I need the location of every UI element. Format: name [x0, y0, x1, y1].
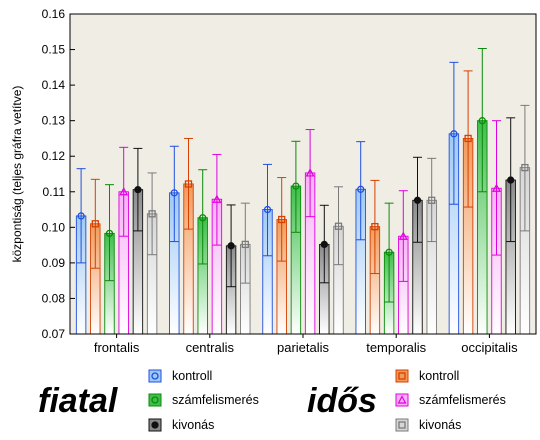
mean-marker: [263, 205, 272, 214]
mean-marker: [371, 222, 379, 231]
legend-item-fiatal-0: kontroll: [148, 369, 212, 383]
legend-swatch: [395, 418, 409, 432]
y-axis: 0.07 0.08 0.09 0.10 0.11 0.12 0.13 0.14 0.15 0.16: [42, 7, 75, 341]
mean-marker: [334, 222, 343, 230]
mean-marker: [464, 134, 472, 143]
mean-marker: [385, 248, 393, 256]
bar-fiatal-0-temporalis: [355, 141, 366, 335]
y-tick-label: 0.12: [42, 149, 66, 163]
mean-marker: [320, 240, 328, 249]
legend-swatch: [148, 369, 162, 383]
y-tick-label: 0.07: [42, 327, 66, 341]
y-tick-label: 0.15: [42, 43, 66, 57]
legend-marker: [151, 421, 159, 429]
bar-idős-1-frontalis: [90, 178, 101, 335]
mean-marker: [357, 185, 365, 193]
mean-marker: [212, 194, 222, 203]
mean-marker: [91, 220, 99, 228]
legend-item-idős-5: kivonás: [395, 418, 461, 432]
mean-marker: [521, 163, 529, 172]
legend-item-idős-3: számfelismerés: [395, 393, 506, 407]
y-tick-label: 0.14: [42, 78, 66, 92]
mean-marker: [507, 176, 515, 184]
legend-marker: [151, 372, 159, 380]
mean-marker: [148, 210, 156, 218]
y-tick-label: 0.08: [42, 291, 66, 305]
legend-label: kivonás: [419, 418, 461, 432]
group-label-idos: idős: [307, 382, 377, 420]
y-tick-label: 0.16: [42, 7, 66, 21]
mean-marker: [170, 189, 178, 197]
legend-item-fiatal-4: kivonás: [148, 418, 214, 432]
mean-marker: [77, 212, 85, 220]
legend-item-idős-1: kontroll: [395, 369, 459, 383]
mean-marker: [292, 182, 300, 190]
group-label-fiatal: fiatal: [38, 382, 119, 420]
y-tick-label: 0.09: [42, 256, 66, 270]
mean-marker: [199, 214, 207, 222]
mean-marker: [184, 180, 193, 188]
x-axis: frontalis centralis parietalis temporalis oc…: [94, 334, 518, 355]
bar-idős-3-occipitalis: [491, 120, 502, 335]
mean-marker: [227, 242, 235, 250]
mean-marker: [478, 117, 486, 125]
legend-marker: [151, 396, 159, 404]
x-tick-label: frontalis: [94, 340, 140, 355]
bar-idős-5-occipitalis: [519, 104, 531, 335]
y-axis-label: központiság (teljes gráfra vetítve): [10, 86, 24, 263]
y-tick-label: 0.13: [42, 114, 66, 128]
bar-idős-3-frontalis: [118, 146, 129, 335]
mean-marker: [491, 183, 502, 192]
x-tick-label: parietalis: [277, 340, 330, 355]
mean-marker: [413, 196, 422, 204]
legend-label: kivonás: [172, 418, 214, 432]
legend-marker: [398, 421, 406, 429]
x-tick-label: temporalis: [366, 340, 426, 355]
legend-marker: [397, 395, 407, 404]
x-tick-label: occipitalis: [461, 340, 518, 355]
bars-layer: [75, 47, 531, 335]
legend-label: számfelismerés: [172, 393, 259, 407]
mean-marker: [305, 168, 315, 177]
legend-swatch: [148, 393, 162, 407]
legend-label: kontroll: [419, 369, 459, 383]
x-tick-label: centralis: [186, 340, 235, 355]
mean-marker: [134, 185, 142, 194]
mean-marker: [450, 130, 458, 138]
mean-marker: [241, 240, 249, 249]
legend: kontroll kontroll számfelismerés számfelism…: [148, 369, 506, 432]
legend-item-fiatal-2: számfelismerés: [148, 393, 259, 407]
legend-marker: [398, 372, 406, 380]
mean-marker: [428, 196, 436, 204]
mean-marker: [278, 215, 286, 224]
legend-label: kontroll: [172, 369, 212, 383]
legend-label: számfelismerés: [419, 393, 506, 407]
y-tick-label: 0.10: [42, 220, 66, 234]
legend-swatch: [395, 369, 409, 383]
mean-marker: [398, 231, 408, 240]
mean-marker: [119, 187, 129, 196]
mean-marker: [105, 229, 114, 238]
y-tick-label: 0.11: [43, 185, 66, 199]
